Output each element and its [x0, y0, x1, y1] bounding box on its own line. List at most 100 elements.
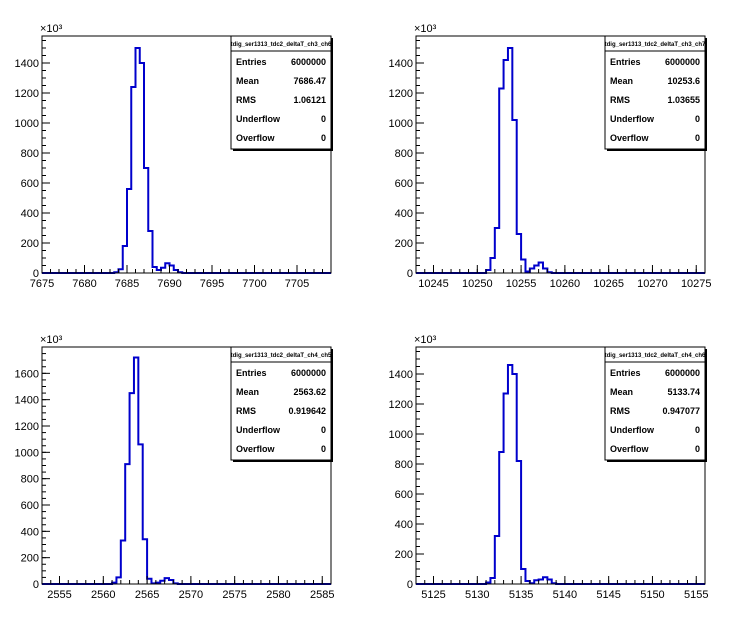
x-tick-label: 5155 [684, 589, 708, 601]
stats-label: Mean [610, 387, 633, 397]
histogram-pad-4: 0 200 400 600 800 1000 1200 1400 5125 5130 5135 514… [389, 334, 709, 601]
x-tick-label: 2560 [91, 589, 115, 601]
y-tick-label: 200 [395, 238, 413, 250]
stats-value: 10253.6 [667, 76, 700, 86]
y-tick-label: 1000 [389, 118, 413, 130]
x-tick-label: 10265 [593, 278, 624, 290]
x-tick-label: 2585 [310, 589, 334, 601]
x-tick-label: 2570 [179, 589, 203, 601]
x-tick-label: 2565 [135, 589, 159, 601]
stats-value: 0 [321, 425, 326, 435]
x-tick-label: 10260 [550, 278, 581, 290]
stats-title: tdig_ser1313_tdc2_deltaT_ch4_ch6 [605, 353, 706, 359]
y-tick-label: 1200 [389, 88, 413, 100]
stats-label: Mean [610, 76, 633, 86]
stats-label: Overflow [610, 133, 650, 143]
y-tick-label: 1000 [15, 447, 39, 459]
x-tick-label: 5145 [596, 589, 620, 601]
stats-value: 0 [695, 444, 700, 454]
x-tick-label: 10275 [681, 278, 712, 290]
y-tick-label: 1600 [15, 368, 39, 380]
y-tick-label: 1400 [389, 58, 413, 70]
x-tick-label: 7700 [242, 278, 266, 290]
x-tick-label: 7680 [72, 278, 96, 290]
histogram-series [416, 47, 705, 274]
y-tick-label: 400 [21, 526, 39, 538]
histogram-pad-2: 0 200 400 600 800 1000 1200 1400 10245 10250 10255… [389, 23, 712, 290]
x-tick-label: 7705 [285, 278, 309, 290]
x-tick-label: 2580 [266, 589, 290, 601]
y-tick-label: 200 [395, 549, 413, 561]
stats-value: 5133.74 [667, 387, 700, 397]
histogram-series [42, 356, 331, 585]
x-tick-label: 10245 [418, 278, 449, 290]
stats-label: Entries [236, 57, 267, 67]
histogram-pad-3: 0 200 400 600 800 1000 1200 1400 1600 2555 2560 256… [15, 334, 335, 601]
stats-value: 0 [321, 444, 326, 454]
stats-label: Overflow [610, 444, 650, 454]
stats-box: tdig_ser1313_tdc2_deltaT_ch4_ch5 Entries 6… [230, 346, 333, 462]
stats-label: Underflow [610, 114, 655, 124]
stats-value: 0.947077 [662, 406, 700, 416]
stats-label: Overflow [236, 133, 276, 143]
stats-box: tdig_ser1313_tdc2_deltaT_ch3_ch7 Entries 6… [604, 35, 707, 151]
y-tick-label: 0 [407, 579, 413, 591]
stats-value: 7686.47 [293, 76, 326, 86]
y-tick-label: 1000 [15, 118, 39, 130]
stats-title: tdig_ser1313_tdc2_deltaT_ch4_ch5 [231, 353, 332, 359]
stats-value: 0 [321, 114, 326, 124]
stats-value: 1.06121 [293, 95, 326, 105]
x-tick-label: 7690 [157, 278, 181, 290]
y-tick-label: 1200 [15, 88, 39, 100]
y-tick-label: 1200 [389, 399, 413, 411]
stats-label: Entries [610, 57, 641, 67]
stats-label: Mean [236, 387, 259, 397]
y-tick-label: 1400 [15, 58, 39, 70]
stats-value: 1.03655 [667, 95, 700, 105]
x-tick-label: 10270 [637, 278, 668, 290]
stats-label: Overflow [236, 444, 276, 454]
y-tick-label: 400 [395, 519, 413, 531]
stats-label: Entries [610, 368, 641, 378]
x-tick-label: 7675 [30, 278, 54, 290]
stats-label: RMS [610, 95, 630, 105]
x-tick-label: 10255 [506, 278, 537, 290]
y-tick-label: 800 [21, 148, 39, 160]
x-tick-label: 2555 [47, 589, 71, 601]
stats-box-frame [604, 35, 706, 150]
stats-box-frame [604, 346, 706, 461]
x-tick-label: 5125 [421, 589, 445, 601]
y-tick-label: 0 [407, 268, 413, 280]
stats-label: Underflow [236, 425, 281, 435]
x-tick-label: 10250 [462, 278, 493, 290]
histogram-pad-1: 0 200 400 600 800 1000 1200 1400 7675 7680 7685 769… [15, 23, 333, 290]
y-exponent-label: ×10³ [414, 23, 437, 35]
y-tick-label: 0 [33, 579, 39, 591]
stats-label: RMS [610, 406, 630, 416]
stats-box-frame [230, 35, 332, 150]
histogram-series [416, 364, 705, 585]
stats-label: RMS [236, 406, 256, 416]
stats-box: tdig_ser1313_tdc2_deltaT_ch4_ch6 Entries 6… [604, 346, 707, 462]
stats-value: 0 [695, 133, 700, 143]
y-tick-label: 800 [21, 474, 39, 486]
y-tick-label: 600 [395, 489, 413, 501]
y-tick-label: 800 [395, 459, 413, 471]
y-tick-label: 600 [21, 178, 39, 190]
x-tick-label: 5150 [640, 589, 664, 601]
x-tick-label: 5140 [553, 589, 577, 601]
histogram-series [42, 47, 331, 274]
stats-value: 0 [695, 425, 700, 435]
stats-box-frame [230, 346, 332, 461]
y-exponent-label: ×10³ [40, 334, 63, 346]
x-tick-label: 2575 [222, 589, 246, 601]
y-tick-label: 0 [33, 268, 39, 280]
x-tick-label: 7685 [115, 278, 139, 290]
stats-box: tdig_ser1313_tdc2_deltaT_ch3_ch6 Entries 6… [230, 35, 333, 151]
x-tick-label: 5130 [465, 589, 489, 601]
stats-value: 6000000 [665, 368, 700, 378]
stats-label: Underflow [610, 425, 655, 435]
stats-value: 6000000 [291, 57, 326, 67]
x-tick-label: 7695 [200, 278, 224, 290]
